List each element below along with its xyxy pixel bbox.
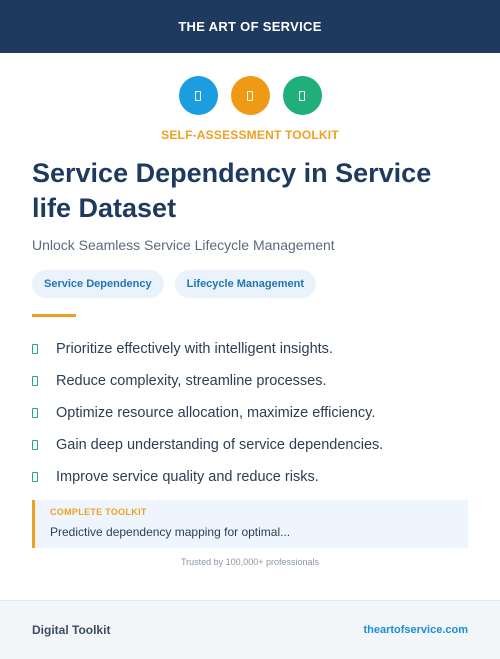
tag-lifecycle-management[interactable]: Lifecycle Management [174, 270, 316, 298]
document-icon [247, 90, 253, 101]
brand-name: THE ART OF SERVICE [178, 19, 322, 34]
benefit-text: Gain deep understanding of service depen… [56, 437, 384, 453]
check-icon [32, 344, 38, 354]
benefit-list: Prioritize effectively with intelligent … [32, 333, 383, 493]
page-subtitle: Unlock Seamless Service Lifecycle Manage… [32, 237, 335, 253]
header-bar: THE ART OF SERVICE [0, 0, 500, 53]
benefit-text: Prioritize effectively with intelligent … [56, 341, 333, 357]
benefit-item: Reduce complexity, streamline processes. [32, 365, 383, 397]
document-icon [299, 90, 305, 101]
callout-label: COMPLETE TOOLKIT [50, 507, 147, 517]
footer-bar: Digital Toolkit theartofservice.com [0, 600, 500, 659]
footer-label: Digital Toolkit [32, 623, 111, 637]
tag-service-dependency[interactable]: Service Dependency [32, 270, 164, 298]
toolkit-icon-2 [230, 76, 270, 115]
benefit-text: Reduce complexity, streamline processes. [56, 373, 327, 389]
benefit-item: Optimize resource allocation, maximize e… [32, 397, 383, 429]
benefit-text: Optimize resource allocation, maximize e… [56, 405, 376, 421]
toolkit-icon-1 [178, 76, 218, 115]
website-link[interactable]: theartofservice.com [363, 624, 468, 636]
check-icon [32, 408, 38, 418]
toolkit-callout: COMPLETE TOOLKIT Predictive dependency m… [32, 500, 468, 548]
benefit-item: Improve service quality and reduce risks… [32, 461, 383, 493]
check-icon [32, 376, 38, 386]
benefit-item: Prioritize effectively with intelligent … [32, 333, 383, 365]
benefit-item: Gain deep understanding of service depen… [32, 429, 383, 461]
tag-list: Service Dependency Lifecycle Management [32, 270, 316, 298]
toolkit-icon-3 [282, 76, 322, 115]
document-icon [195, 90, 201, 101]
trust-note: Trusted by 100,000+ professionals [180, 557, 319, 567]
benefit-text: Improve service quality and reduce risks… [56, 469, 319, 485]
accent-divider [32, 314, 76, 317]
check-icon [32, 472, 38, 482]
check-icon [32, 440, 38, 450]
eyebrow-label: SELF-ASSESSMENT TOOLKIT [161, 128, 339, 142]
callout-text: Predictive dependency mapping for optima… [50, 525, 291, 539]
icon-row [0, 76, 500, 115]
page-title: Service Dependency in Service life Datas… [32, 158, 432, 223]
